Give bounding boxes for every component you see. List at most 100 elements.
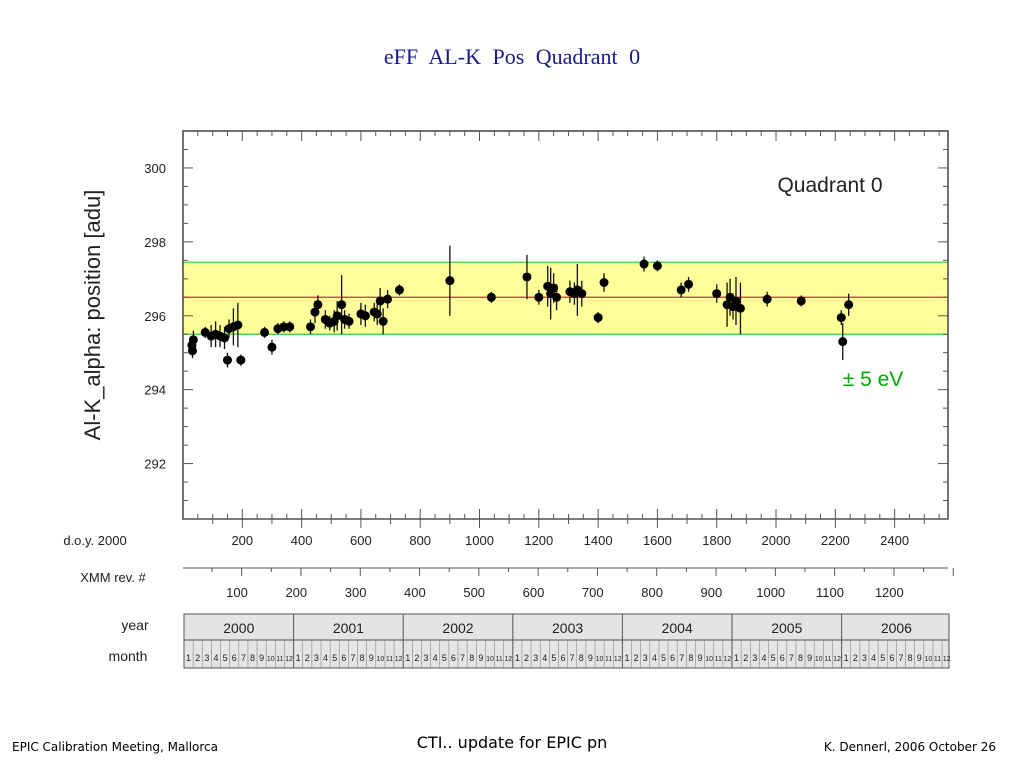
- year-label: 2000: [223, 620, 254, 636]
- month-label: 8: [360, 653, 365, 663]
- month-label: 3: [862, 653, 867, 663]
- month-label: 12: [724, 656, 732, 663]
- month-label: 9: [478, 653, 483, 663]
- month-label: 5: [551, 653, 556, 663]
- data-point: [522, 272, 532, 282]
- month-label: 1: [844, 653, 849, 663]
- month-label: 3: [314, 653, 319, 663]
- month-label: 4: [323, 653, 328, 663]
- month-label: 2: [853, 653, 858, 663]
- rev-tick-label: 500: [463, 585, 485, 600]
- month-label: 9: [917, 653, 922, 663]
- band-label: ± 5 eV: [843, 368, 904, 391]
- month-label: 7: [679, 653, 684, 663]
- data-point: [676, 285, 686, 295]
- year-label: 2002: [442, 620, 473, 636]
- y-tick-label: 300: [144, 161, 166, 176]
- month-label: 7: [350, 653, 355, 663]
- month-label: 11: [715, 656, 722, 663]
- rev-tick-label: 700: [582, 585, 604, 600]
- month-label: 12: [943, 656, 951, 663]
- slide-title: eFF AL-K Pos Quadrant 0: [383, 44, 641, 69]
- month-label: 5: [442, 653, 447, 663]
- month-label: 6: [451, 653, 456, 663]
- month-label: 1: [734, 653, 739, 663]
- data-point: [549, 283, 559, 293]
- doy-tick-label: 1800: [702, 533, 731, 548]
- y-tick-label: 296: [144, 309, 166, 324]
- y-axis-label: Al-K_alpha: position [adu]: [80, 190, 105, 441]
- month-label: 1: [405, 653, 410, 663]
- doy-tick-label: 2400: [880, 533, 909, 548]
- data-point: [332, 311, 342, 321]
- year-label: 2006: [881, 620, 912, 636]
- y-tick-label: 292: [144, 457, 166, 472]
- data-point: [383, 294, 393, 304]
- month-label: 2: [524, 653, 529, 663]
- tolerance-band: [183, 262, 948, 335]
- month-label: 10: [924, 656, 932, 663]
- data-point: [796, 296, 806, 306]
- data-point: [712, 289, 722, 299]
- month-label: 7: [570, 653, 575, 663]
- data-point: [233, 320, 243, 330]
- doy-tick-label: 1600: [643, 533, 672, 548]
- footer-left: EPIC Calibration Meeting, Mallorca: [12, 740, 219, 754]
- month-label: 4: [761, 653, 766, 663]
- month-label: 4: [652, 653, 657, 663]
- month-label: 7: [898, 653, 903, 663]
- month-label: 3: [533, 653, 538, 663]
- month-label: 12: [833, 656, 841, 663]
- month-label: 1: [186, 653, 191, 663]
- data-point: [735, 303, 745, 313]
- month-label: 6: [780, 653, 785, 663]
- data-point: [534, 292, 544, 302]
- rev-tick-label: 400: [404, 585, 426, 600]
- month-label: 10: [376, 656, 384, 663]
- month-label: 12: [285, 656, 293, 663]
- month-label: 8: [469, 653, 474, 663]
- data-point: [486, 292, 496, 302]
- rev-tick-label: 800: [641, 585, 663, 600]
- month-label: 12: [395, 656, 403, 663]
- month-label: 9: [259, 653, 264, 663]
- data-point: [285, 322, 295, 332]
- data-point: [639, 259, 649, 269]
- month-label: 11: [276, 656, 283, 663]
- doy-tick-label: 200: [231, 533, 253, 548]
- data-point: [220, 333, 230, 343]
- data-point: [344, 316, 354, 326]
- data-point: [267, 342, 277, 352]
- month-label: 6: [670, 653, 675, 663]
- month-label: 7: [460, 653, 465, 663]
- calendar-box: [183, 613, 950, 669]
- month-label: 5: [332, 653, 337, 663]
- data-point: [762, 294, 772, 304]
- doy-tick-label: 1400: [584, 533, 613, 548]
- month-label: 1: [624, 653, 629, 663]
- month-label: 2: [305, 653, 310, 663]
- data-point: [375, 296, 385, 306]
- data-point: [187, 346, 197, 356]
- month-label: 3: [424, 653, 429, 663]
- month-label: 9: [369, 653, 374, 663]
- month-label: 10: [815, 656, 823, 663]
- month-label: 6: [889, 653, 894, 663]
- x-axis-rev-label: XMM rev. #: [80, 570, 146, 585]
- month-label: 5: [223, 653, 228, 663]
- y-tick-label: 294: [144, 383, 166, 398]
- month-label: 11: [934, 656, 941, 663]
- month-label: 7: [789, 653, 794, 663]
- y-tick-label: 298: [144, 235, 166, 250]
- month-row-label: month: [109, 648, 148, 664]
- month-label: 8: [688, 653, 693, 663]
- chart-title: Quadrant 0: [777, 174, 882, 197]
- data-point: [360, 311, 370, 321]
- month-label: 6: [561, 653, 566, 663]
- data-point: [188, 335, 198, 345]
- month-label: 3: [643, 653, 648, 663]
- data-point: [684, 279, 694, 289]
- month-label: 3: [204, 653, 209, 663]
- month-label: 12: [614, 656, 622, 663]
- data-point: [260, 327, 270, 337]
